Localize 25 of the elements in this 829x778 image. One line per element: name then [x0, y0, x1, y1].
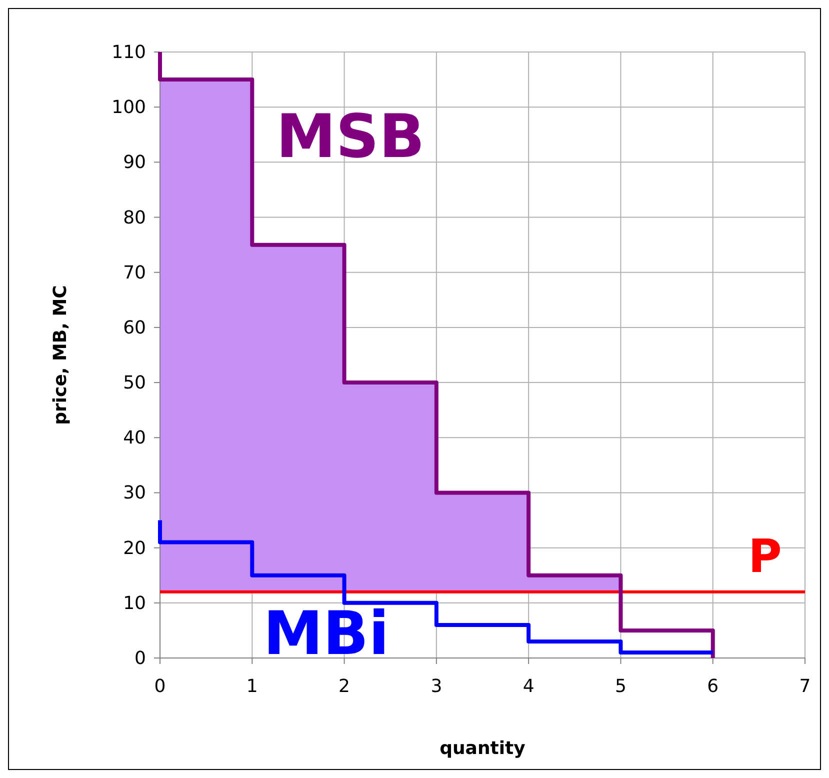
y-tick-label: 80	[123, 207, 146, 228]
series-label: MBi	[263, 599, 390, 669]
y-tick-label: 90	[123, 152, 146, 174]
y-tick-label: 50	[123, 372, 146, 394]
y-tick-label: 60	[123, 317, 146, 338]
x-tick-label: 0	[154, 676, 166, 697]
y-tick-label: 10	[123, 592, 146, 614]
x-axis-title: quantity	[440, 738, 526, 759]
x-tick-label: 4	[522, 676, 534, 697]
y-axis-title: price, MB, MC	[50, 285, 71, 425]
y-tick-label: 40	[123, 428, 146, 449]
x-tick-label: 6	[707, 676, 719, 697]
y-tick-label: 110	[112, 42, 146, 63]
ref-line-label: P	[748, 528, 782, 583]
x-tick-label: 7	[799, 676, 811, 697]
x-tick-label: 5	[614, 676, 626, 697]
y-tick-label: 70	[123, 262, 146, 284]
x-tick-label: 1	[246, 676, 258, 697]
series-label: MSB	[276, 102, 425, 172]
x-tick-label: 2	[338, 676, 350, 697]
y-tick-label: 20	[123, 538, 146, 559]
y-tick-label: 100	[112, 97, 146, 118]
y-tick-label: 0	[134, 648, 146, 669]
x-tick-label: 3	[430, 676, 442, 697]
y-tick-label: 30	[123, 482, 146, 504]
